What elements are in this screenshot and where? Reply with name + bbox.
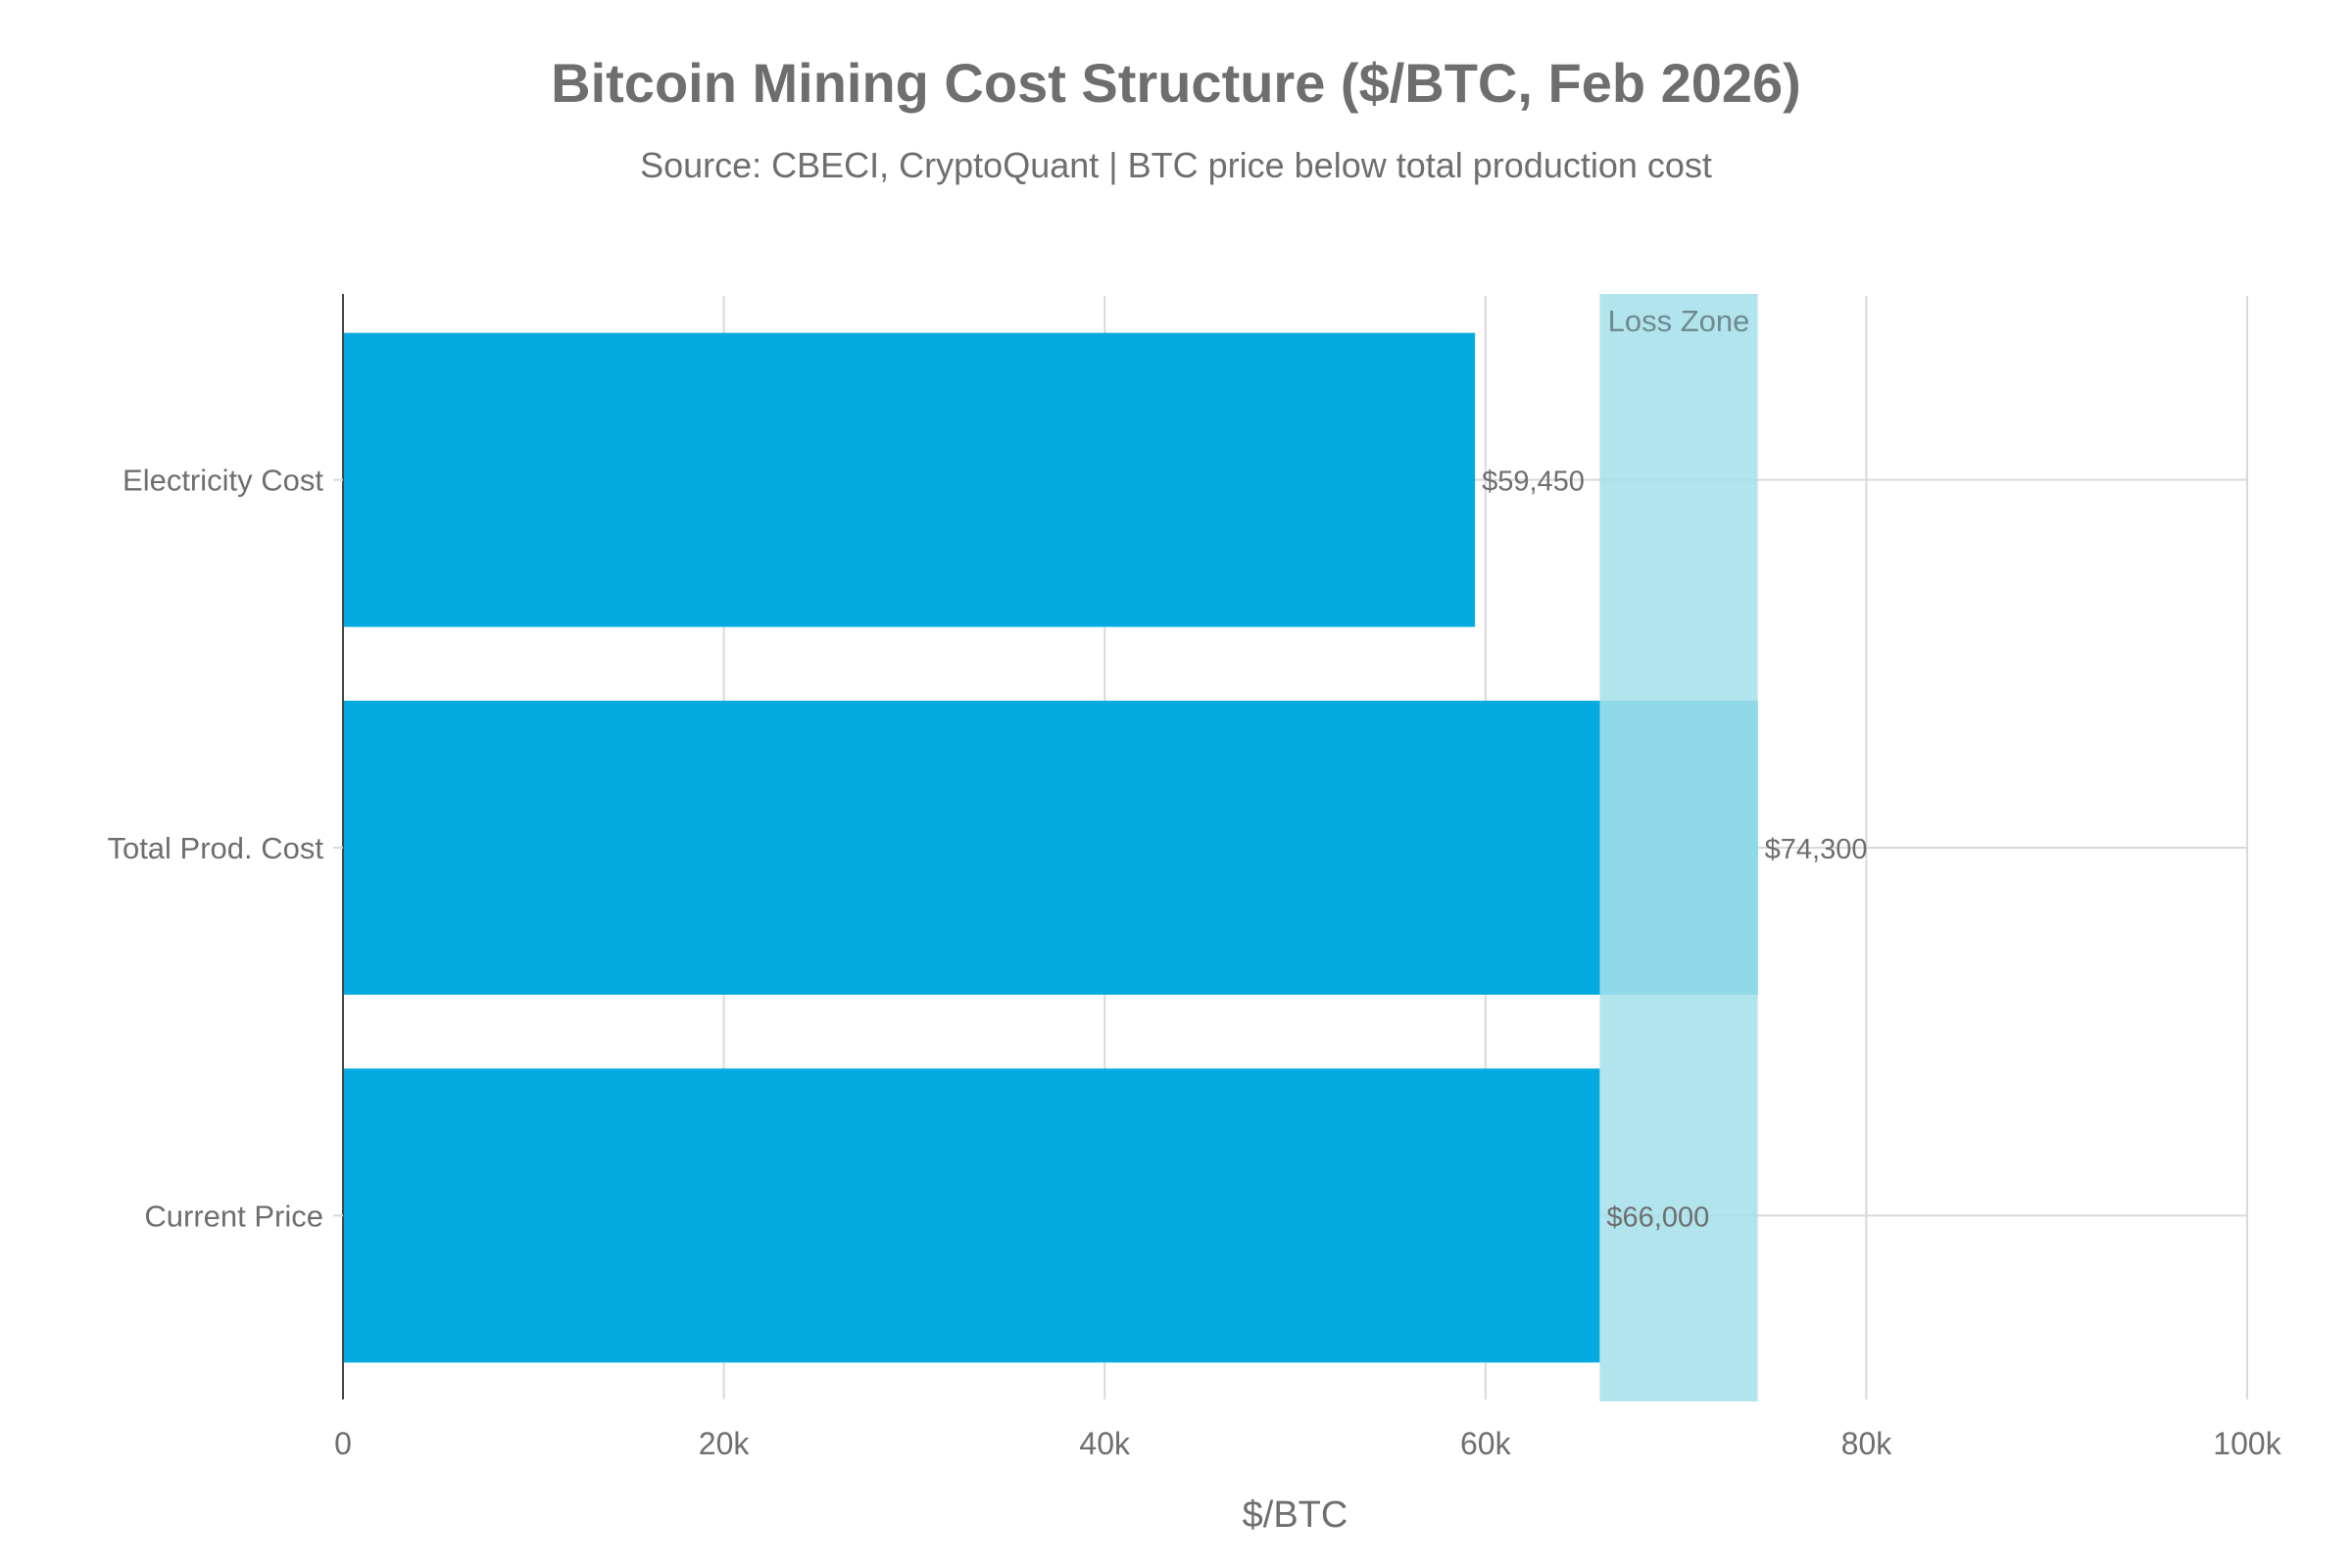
bar-current-price xyxy=(343,1068,1600,1363)
chart-title: Bitcoin Mining Cost Structure ($/BTC, Fe… xyxy=(551,52,1801,114)
data-label: $59,450 xyxy=(1482,466,1585,498)
x-tick-label: 40k xyxy=(1079,1426,1131,1461)
data-label: $74,300 xyxy=(1765,834,1868,865)
x-tick-label: 20k xyxy=(699,1426,751,1461)
x-tick-label: 0 xyxy=(334,1426,352,1461)
chart-subtitle: Source: CBECI, CryptoQuant | BTC price b… xyxy=(640,145,1712,185)
data-label: $66,000 xyxy=(1606,1201,1709,1233)
y-tick-label: Total Prod. Cost xyxy=(107,831,323,865)
x-tick-label: 60k xyxy=(1460,1426,1512,1461)
bar-electricity-cost xyxy=(343,332,1476,627)
y-tick-label: Current Price xyxy=(144,1199,323,1233)
x-tick-label: 80k xyxy=(1841,1426,1893,1461)
bar-total-prod-cost xyxy=(343,701,1758,995)
x-tick-label: 100k xyxy=(2213,1426,2281,1461)
x-axis-title: $/BTC xyxy=(1243,1494,1348,1536)
loss-zone-region xyxy=(1599,294,1758,1401)
loss-zone-label: Loss Zone xyxy=(1608,304,1750,338)
y-tick-label: Electricity Cost xyxy=(122,464,323,498)
